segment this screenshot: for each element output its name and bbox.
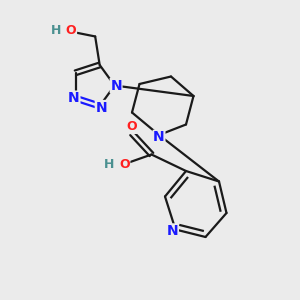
- Text: N: N: [95, 100, 107, 115]
- Text: O: O: [119, 158, 130, 172]
- Text: N: N: [153, 130, 165, 144]
- Text: O: O: [66, 24, 76, 37]
- Text: H: H: [104, 158, 115, 172]
- Text: O: O: [127, 120, 137, 134]
- Text: H: H: [51, 24, 62, 37]
- Text: N: N: [68, 91, 80, 105]
- Text: N: N: [167, 224, 178, 238]
- Text: N: N: [110, 79, 122, 92]
